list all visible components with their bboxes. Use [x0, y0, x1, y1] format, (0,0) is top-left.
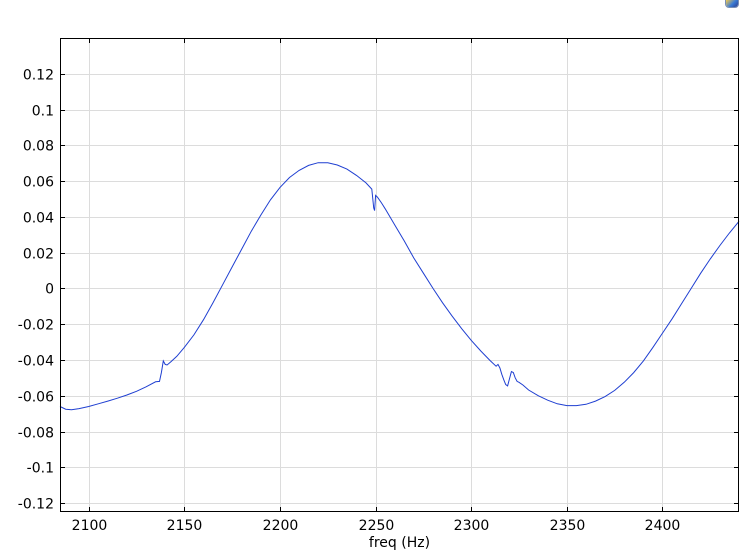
x-tick-label: 2200: [263, 518, 299, 534]
series-line: [59, 162, 740, 411]
tick-labels: 2100 2150 2200 2250 2300 2350 2400 0.12 0.1 0.08 0…: [18, 68, 681, 535]
y-tick-label: -0.08: [18, 426, 54, 442]
app-icon[interactable]: [726, 0, 738, 7]
y-tick-label: 0: [45, 282, 54, 298]
x-tick-label: 2300: [454, 518, 490, 534]
y-tick-label: -0.06: [18, 390, 54, 406]
y-tick-label: 0.06: [23, 175, 54, 191]
y-tick-label: 0.02: [23, 247, 54, 263]
y-tick-label: 0.12: [23, 68, 54, 84]
x-tick-label: 2250: [359, 518, 395, 534]
y-tick-label: -0.04: [18, 354, 54, 370]
x-axis-label: freq (Hz): [369, 535, 430, 551]
y-tick-label: -0.1: [27, 461, 54, 477]
axis-ticks: [60, 38, 739, 512]
y-tick-label: 0.1: [32, 104, 54, 120]
x-tick-label: 2400: [645, 518, 681, 534]
x-tick-label: 2100: [72, 518, 108, 534]
y-tick-label: 0.08: [23, 139, 54, 155]
y-tick-label: -0.12: [18, 497, 54, 513]
y-tick-label: -0.02: [18, 318, 54, 334]
x-tick-label: 2350: [550, 518, 586, 534]
x-tick-label: 2150: [167, 518, 203, 534]
plot-frame: [60, 38, 739, 512]
y-tick-label: 0.04: [23, 211, 54, 227]
grid-lines: [60, 38, 739, 512]
